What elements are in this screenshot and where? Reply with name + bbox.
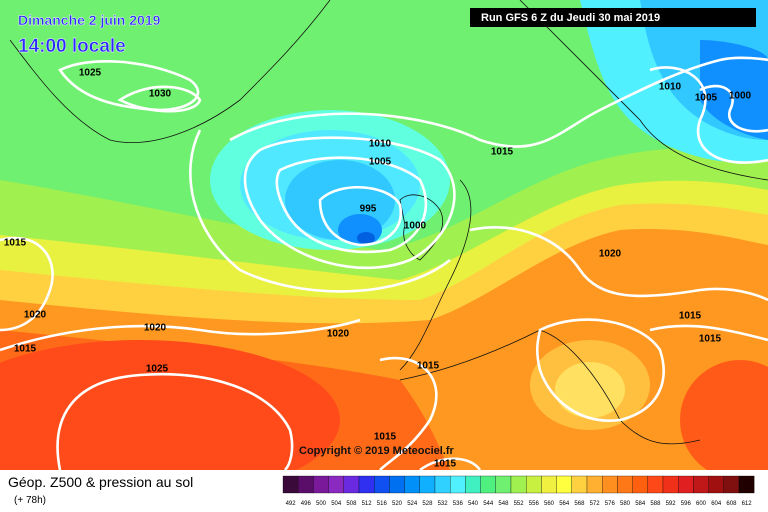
scale-swatch [419, 475, 436, 494]
scale-label: 520 [392, 501, 403, 507]
scale-swatch [358, 475, 375, 494]
isobar-label: 995 [360, 204, 377, 215]
scale-label: 508 [346, 501, 357, 507]
isobar-label: 1015 [679, 311, 702, 322]
scale-swatch [298, 475, 314, 494]
scale-label: 576 [605, 501, 616, 507]
scale-label: 568 [574, 501, 585, 507]
scale-swatch [556, 475, 572, 494]
map-time: 14:00 locale [18, 36, 126, 57]
scale-swatch [389, 475, 405, 494]
scale-swatch [662, 475, 679, 494]
scale-label: 552 [514, 501, 525, 507]
scale-swatch [510, 475, 527, 494]
coastlines [9, 0, 768, 445]
scale-label: 556 [529, 501, 540, 507]
scale-swatch [571, 475, 588, 494]
isobar-label: 1015 [417, 361, 440, 372]
scale-label: 532 [438, 501, 449, 507]
scale-label: 492 [286, 501, 297, 507]
isobar-label: 1030 [149, 89, 172, 100]
isobar-label: 1020 [144, 323, 167, 334]
isobar-label: 1020 [327, 329, 350, 340]
isobar-label: 1025 [79, 68, 102, 79]
scale-swatch [541, 475, 557, 494]
scale-label: 496 [301, 501, 312, 507]
legend-lead: (+ 78h) [14, 495, 46, 506]
scale-label: 536 [453, 501, 464, 507]
scale-label: 516 [377, 501, 388, 507]
scale-swatch [328, 475, 344, 494]
scale-label: 580 [620, 501, 631, 507]
isobars [0, 56, 768, 472]
scale-swatch [738, 475, 755, 494]
scale-label: 608 [726, 501, 737, 507]
scale-swatch [313, 475, 329, 494]
map-date: Dimanche 2 juin 2019 [18, 12, 161, 28]
isobar-label: 1015 [699, 334, 722, 345]
scale-label: 592 [666, 501, 677, 507]
isobar-label: 1010 [659, 82, 682, 93]
scale-swatch [450, 475, 466, 494]
isobar-labels: 1025 1030 1010 1005 995 1000 1015 1010 1005 1000 1… [4, 68, 752, 470]
scale-swatch [586, 475, 603, 494]
scale-swatch [723, 475, 740, 494]
isobar-label: 1015 [14, 344, 37, 355]
scale-swatch [693, 475, 709, 494]
isobar-label: 1005 [369, 157, 392, 168]
legend-title: Géop. Z500 & pression au sol [8, 474, 193, 490]
isobar-label: 1020 [599, 249, 622, 260]
scale-swatch [343, 475, 360, 494]
scale-label: 588 [650, 501, 661, 507]
scale-swatch [708, 475, 724, 494]
scale-label: 584 [635, 501, 646, 507]
scale-label: 524 [407, 501, 418, 507]
scale-swatch [602, 475, 618, 494]
scale-swatch [374, 475, 390, 494]
scale-label: 564 [559, 501, 570, 507]
scale-label: 596 [681, 501, 692, 507]
background-fields [0, 0, 768, 500]
scale-swatch [647, 475, 664, 494]
scale-label: 604 [711, 501, 722, 507]
run-box [470, 8, 756, 27]
isobar-label: 1020 [24, 310, 47, 321]
scale-swatch [617, 475, 633, 494]
isobar-label: 1015 [434, 459, 457, 470]
scale-label: 540 [468, 501, 479, 507]
scale-label: 600 [696, 501, 707, 507]
isobar-label: 1000 [404, 221, 427, 232]
scale-swatch [632, 475, 648, 494]
scale-label: 612 [742, 501, 753, 507]
scale-swatch [434, 475, 451, 494]
scale-swatch [678, 475, 694, 494]
copyright: Copyright © 2019 Meteociel.fr [299, 445, 455, 457]
scale-label: 560 [544, 501, 555, 507]
scale-swatch [404, 475, 420, 494]
scale-swatch [282, 475, 299, 494]
isobar-label: 1015 [4, 238, 27, 249]
scale-label: 544 [483, 501, 494, 507]
scale-swatch [526, 475, 542, 494]
scale-label: 528 [422, 501, 433, 507]
isobar-label: 1015 [374, 432, 397, 443]
isobar-label: 1010 [369, 139, 392, 150]
scale-swatch [465, 475, 481, 494]
scale-label: 500 [316, 501, 327, 507]
scale-label: 504 [331, 501, 342, 507]
scale-label: 572 [590, 501, 601, 507]
isobar-label: 1015 [491, 147, 514, 158]
isobar-label: 1005 [695, 93, 718, 104]
scale-swatch [480, 475, 496, 494]
scale-label: 512 [362, 501, 373, 507]
run-info: Run GFS 6 Z du Jeudi 30 mai 2019 [481, 12, 660, 24]
color-scale: 492 496 500 504 508 512 516 520 524 528 532 536 540 5… [282, 475, 755, 507]
scale-swatch [495, 475, 512, 494]
isobar-label: 1000 [729, 91, 752, 102]
isobar-label: 1025 [146, 364, 169, 375]
scale-label: 548 [498, 501, 509, 507]
